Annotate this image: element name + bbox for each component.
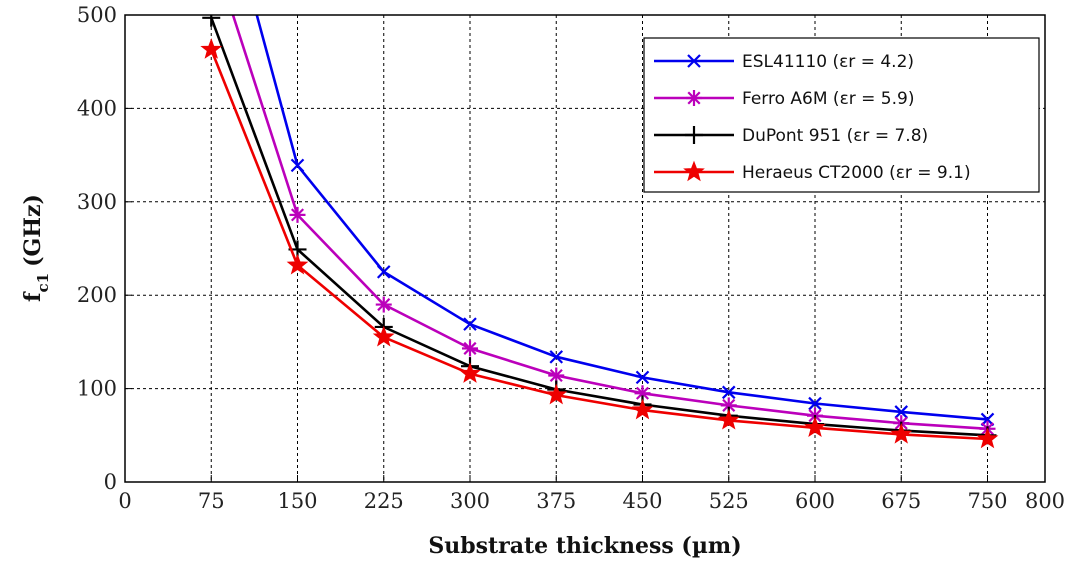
data-point-s1-5 — [549, 350, 564, 364]
data-point-s4-2 — [286, 253, 309, 275]
data-point-s1-3 — [376, 265, 391, 279]
data-point-s1-9 — [894, 405, 909, 419]
series-line-4 — [210, 49, 988, 441]
x-tick-label: 600 — [795, 489, 835, 513]
x-tick-label: 75 — [198, 489, 225, 513]
legend-marker-2 — [686, 90, 702, 106]
data-point-s4-4 — [459, 362, 481, 383]
data-point-s1-8 — [808, 396, 822, 411]
y-tick-label: 400 — [77, 96, 117, 120]
x-tick-label: 150 — [277, 489, 317, 513]
y-axis-label-unit: (GHz) — [20, 194, 46, 267]
x-axis-label: Substrate thickness (µm) — [428, 533, 741, 559]
x-tick-label: 525 — [709, 489, 749, 513]
y-tick-label: 500 — [77, 3, 117, 27]
y-tick-label: 300 — [77, 190, 117, 214]
series-line-2 — [231, 15, 988, 431]
legend: ESL41110 (εr = 4.2) Ferro A6M (εr = 5.9) D… — [643, 37, 1040, 193]
y-tick-label: 0 — [104, 470, 117, 494]
data-point-s4-5 — [545, 383, 568, 405]
y-axis-label-sub: c1 — [34, 273, 52, 293]
data-point-s1-6 — [635, 370, 650, 385]
legend-label-2: Ferro A6M (εr = 5.9) — [742, 89, 914, 109]
data-point-s4-1 — [200, 38, 223, 59]
series-line-3 — [210, 17, 988, 437]
data-point-s4-7 — [717, 408, 740, 430]
legend-marker-1 — [687, 54, 701, 68]
x-tick-label: 450 — [622, 489, 662, 513]
data-point-s4-8 — [804, 416, 826, 438]
ticks-group: 0 75 150 225 300 375 450 525 600 675 750 800 0 100 200… — [77, 3, 1065, 513]
data-point-s1-4 — [463, 317, 477, 331]
data-point-s1-7 — [721, 385, 736, 400]
x-tick-label: 800 — [1025, 489, 1065, 513]
legend-marker-4 — [683, 160, 705, 182]
series-group — [200, 15, 999, 449]
y-tick-label: 100 — [77, 377, 117, 401]
legend-label-4: Heraeus CT2000 (εr = 9.1) — [742, 163, 971, 183]
legend-marker-3 — [685, 126, 703, 144]
x-tick-label: 225 — [364, 489, 404, 513]
data-point-s4-6 — [631, 398, 654, 420]
x-tick-label: 300 — [450, 489, 490, 513]
legend-label-1: ESL41110 (εr = 4.2) — [742, 52, 914, 72]
data-point-s2-3 — [375, 296, 392, 313]
data-point-s2-2 — [289, 206, 306, 223]
y-tick-label: 200 — [77, 283, 117, 307]
legend-label-3: DuPont 951 (εr = 7.8) — [742, 126, 928, 146]
x-tick-label: 750 — [967, 489, 1007, 513]
y-axis-label: fc1 (GHz) — [20, 194, 52, 302]
data-point-s2-5 — [548, 367, 565, 384]
series-line-1 — [255, 15, 988, 421]
data-point-s4-10 — [976, 427, 999, 449]
y-axis-label-main: f — [20, 291, 46, 302]
data-point-s4-9 — [890, 422, 913, 444]
data-point-s3-1 — [202, 15, 221, 27]
data-point-s4-3 — [372, 325, 395, 347]
x-tick-label: 675 — [881, 489, 921, 513]
x-tick-label: 0 — [118, 489, 131, 513]
svg-text:fc1(GHz): fc1 (GHz) — [20, 194, 52, 302]
data-point-s2-4 — [462, 340, 478, 357]
legend-box — [643, 37, 1040, 193]
plot-frame — [124, 14, 1046, 483]
data-point-s1-2 — [290, 158, 305, 173]
x-tick-label: 375 — [536, 489, 576, 513]
